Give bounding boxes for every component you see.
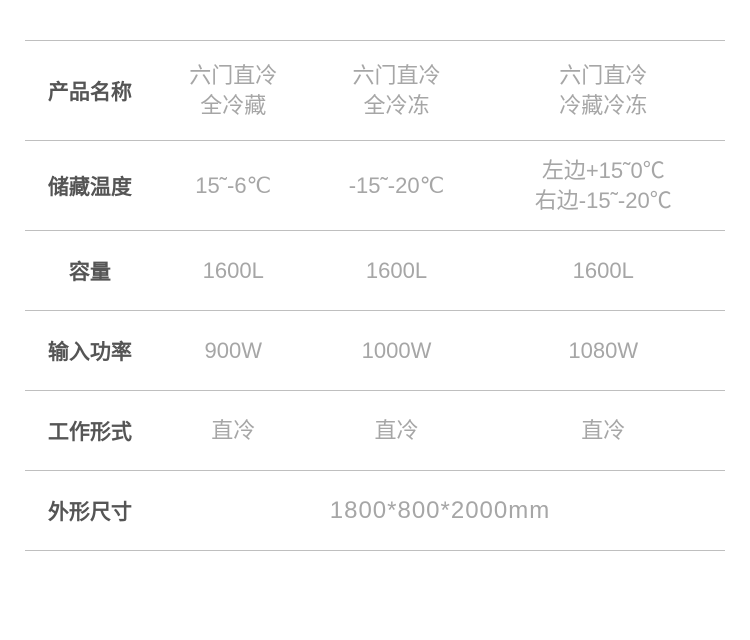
cell-r3-c1: 900W — [155, 311, 311, 391]
cell-r4-c1: 直冷 — [155, 391, 311, 471]
label-storage-temp: 储藏温度 — [25, 141, 155, 231]
cell-r0-c1: 六门直冷全冷藏 — [155, 41, 311, 141]
cell-r4-c2: 直冷 — [311, 391, 481, 471]
label-working-mode: 工作形式 — [25, 391, 155, 471]
label-product-name: 产品名称 — [25, 41, 155, 141]
cell-r3-c3: 1080W — [482, 311, 725, 391]
cell-r0-c2: 六门直冷全冷冻 — [311, 41, 481, 141]
row-working-mode: 工作形式 直冷 直冷 直冷 — [25, 391, 725, 471]
label-input-power: 输入功率 — [25, 311, 155, 391]
cell-r1-c1: 15˜-6℃ — [155, 141, 311, 231]
cell-r3-c2: 1000W — [311, 311, 481, 391]
row-input-power: 输入功率 900W 1000W 1080W — [25, 311, 725, 391]
cell-dimensions-merged: 1800*800*2000mm — [155, 471, 725, 551]
row-dimensions: 外形尺寸 1800*800*2000mm — [25, 471, 725, 551]
cell-r4-c3: 直冷 — [482, 391, 725, 471]
cell-r2-c3: 1600L — [482, 231, 725, 311]
row-product-name: 产品名称 六门直冷全冷藏 六门直冷全冷冻 六门直冷冷藏冷冻 — [25, 41, 725, 141]
cell-r2-c2: 1600L — [311, 231, 481, 311]
row-capacity: 容量 1600L 1600L 1600L — [25, 231, 725, 311]
label-capacity: 容量 — [25, 231, 155, 311]
label-dimensions: 外形尺寸 — [25, 471, 155, 551]
row-storage-temp: 储藏温度 15˜-6℃ -15˜-20℃ 左边+15˜0℃右边-15˜-20℃ — [25, 141, 725, 231]
cell-r2-c1: 1600L — [155, 231, 311, 311]
cell-r1-c3: 左边+15˜0℃右边-15˜-20℃ — [482, 141, 725, 231]
cell-r1-c2: -15˜-20℃ — [311, 141, 481, 231]
cell-r0-c3: 六门直冷冷藏冷冻 — [482, 41, 725, 141]
spec-table: 产品名称 六门直冷全冷藏 六门直冷全冷冻 六门直冷冷藏冷冻 储藏温度 15˜-6… — [25, 40, 725, 551]
